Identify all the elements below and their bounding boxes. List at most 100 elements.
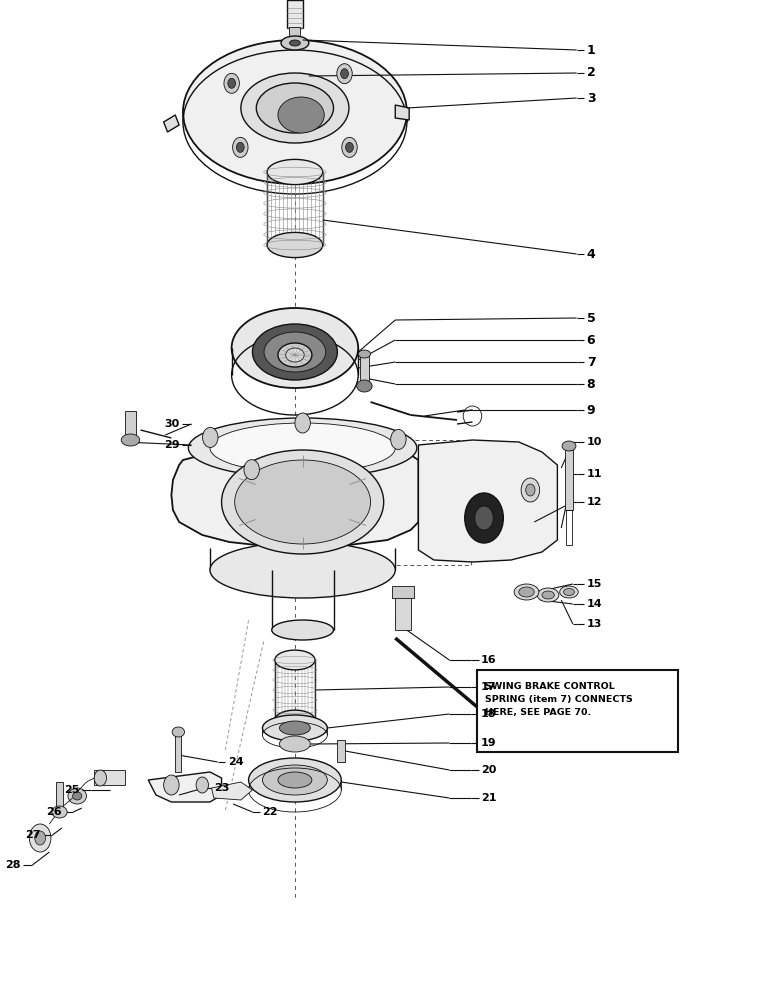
- Circle shape: [475, 506, 493, 530]
- Ellipse shape: [68, 788, 86, 804]
- Ellipse shape: [188, 418, 417, 478]
- Ellipse shape: [210, 542, 395, 598]
- Polygon shape: [148, 772, 222, 802]
- Ellipse shape: [564, 588, 574, 595]
- Text: 20: 20: [481, 765, 496, 775]
- Text: 28: 28: [5, 860, 21, 870]
- Polygon shape: [212, 782, 252, 800]
- Ellipse shape: [222, 450, 384, 554]
- Circle shape: [228, 78, 235, 88]
- Ellipse shape: [272, 620, 334, 640]
- Polygon shape: [418, 440, 557, 562]
- Circle shape: [337, 64, 352, 84]
- Text: 16: 16: [481, 655, 496, 665]
- Circle shape: [35, 831, 46, 845]
- Text: 2: 2: [587, 66, 595, 80]
- Circle shape: [236, 142, 244, 152]
- Circle shape: [196, 777, 208, 793]
- Polygon shape: [164, 115, 179, 132]
- Ellipse shape: [278, 97, 324, 133]
- Bar: [125, 411, 136, 436]
- Text: 23: 23: [214, 783, 229, 793]
- Circle shape: [346, 142, 354, 152]
- Ellipse shape: [562, 441, 576, 451]
- Ellipse shape: [262, 715, 327, 741]
- Text: 4: 4: [587, 247, 595, 260]
- Ellipse shape: [537, 588, 559, 602]
- Ellipse shape: [278, 772, 312, 788]
- Circle shape: [164, 775, 179, 795]
- Text: 12: 12: [587, 497, 602, 507]
- Circle shape: [342, 137, 357, 157]
- Text: 5: 5: [587, 312, 595, 324]
- Ellipse shape: [235, 460, 371, 544]
- Text: 21: 21: [481, 793, 496, 803]
- Text: 14: 14: [587, 599, 602, 609]
- Ellipse shape: [249, 758, 341, 802]
- Bar: [566, 510, 572, 545]
- Text: 29: 29: [164, 440, 180, 450]
- Bar: [360, 354, 369, 382]
- Text: 1: 1: [587, 43, 595, 56]
- Ellipse shape: [286, 348, 304, 362]
- Text: 15: 15: [587, 579, 602, 589]
- Text: 19: 19: [481, 738, 496, 748]
- Bar: [565, 450, 573, 510]
- Circle shape: [391, 429, 406, 449]
- Bar: [395, 590, 411, 630]
- Text: 11: 11: [587, 469, 602, 479]
- Ellipse shape: [275, 710, 315, 730]
- Circle shape: [94, 770, 107, 786]
- Ellipse shape: [121, 434, 140, 446]
- Ellipse shape: [183, 40, 407, 184]
- Circle shape: [224, 73, 239, 93]
- Text: 30: 30: [164, 419, 180, 429]
- Circle shape: [526, 484, 535, 496]
- Ellipse shape: [267, 159, 323, 185]
- Text: 6: 6: [587, 334, 595, 347]
- Bar: [56, 782, 63, 810]
- Text: 3: 3: [587, 92, 595, 104]
- Ellipse shape: [252, 324, 337, 380]
- Text: 9: 9: [587, 403, 595, 416]
- Bar: [287, 0, 303, 28]
- Circle shape: [465, 493, 503, 543]
- Text: 8: 8: [587, 377, 595, 390]
- Ellipse shape: [267, 232, 323, 258]
- Bar: [337, 740, 345, 762]
- Text: 24: 24: [228, 757, 243, 767]
- Bar: [290, 27, 300, 37]
- Ellipse shape: [357, 380, 372, 392]
- Bar: [175, 732, 181, 772]
- Circle shape: [295, 413, 310, 433]
- Text: 18: 18: [481, 709, 496, 719]
- Text: 22: 22: [262, 807, 278, 817]
- Circle shape: [340, 69, 348, 79]
- Ellipse shape: [514, 584, 539, 600]
- Ellipse shape: [73, 792, 82, 800]
- Ellipse shape: [358, 350, 371, 358]
- Polygon shape: [395, 105, 409, 120]
- Ellipse shape: [519, 587, 534, 597]
- Text: 26: 26: [46, 807, 62, 817]
- Circle shape: [232, 137, 248, 157]
- Bar: [392, 586, 414, 598]
- Ellipse shape: [279, 721, 310, 735]
- Text: 17: 17: [481, 682, 496, 692]
- Ellipse shape: [275, 650, 315, 670]
- Ellipse shape: [560, 586, 578, 598]
- Ellipse shape: [279, 736, 310, 752]
- Ellipse shape: [241, 73, 349, 143]
- Polygon shape: [171, 448, 418, 548]
- Ellipse shape: [172, 727, 185, 737]
- Circle shape: [29, 824, 51, 852]
- Ellipse shape: [264, 332, 326, 372]
- Ellipse shape: [262, 765, 327, 795]
- Ellipse shape: [232, 308, 358, 388]
- Circle shape: [202, 427, 218, 447]
- Text: 25: 25: [64, 785, 80, 795]
- Ellipse shape: [256, 83, 334, 133]
- Ellipse shape: [210, 423, 395, 473]
- Ellipse shape: [52, 806, 67, 818]
- Ellipse shape: [290, 40, 300, 46]
